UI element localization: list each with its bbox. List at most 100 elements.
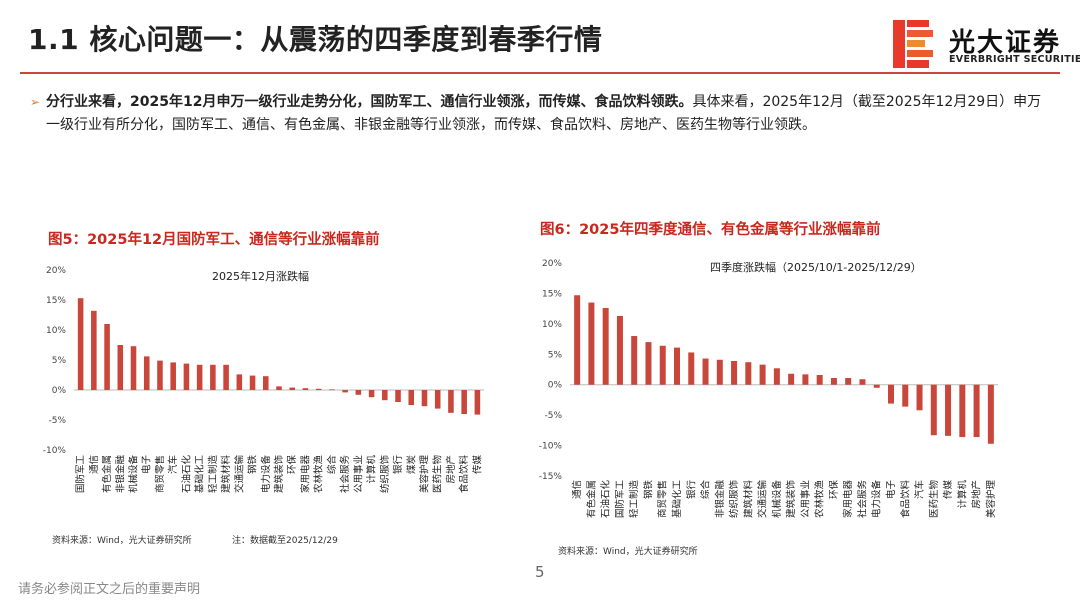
fig5-bar bbox=[91, 310, 97, 390]
fig6-bar bbox=[788, 373, 795, 385]
fig5-bar bbox=[170, 362, 176, 390]
fig6-xtick: 银行 bbox=[685, 480, 697, 500]
fig6-ytick: 5% bbox=[548, 350, 563, 360]
fig5-bar bbox=[434, 390, 441, 409]
fig6-xtick: 通信 bbox=[571, 480, 583, 499]
fig5-xtick: 建筑材料 bbox=[220, 455, 232, 494]
fig5-bar bbox=[143, 356, 150, 390]
fig6-bar bbox=[973, 384, 980, 438]
summary-paragraph: ➢ 分行业来看，2025年12月申万一级行业走势分化，国防军工、通信行业领涨，而… bbox=[30, 91, 1046, 137]
fig5-xtick: 机械设备 bbox=[128, 455, 140, 494]
fig5-xtick: 通信 bbox=[88, 455, 100, 474]
fig6-xtick: 电子 bbox=[885, 480, 897, 500]
fig5-xtick: 电子 bbox=[141, 455, 153, 475]
fig6-xtick: 基础化工 bbox=[671, 480, 683, 519]
fig6-xtick: 非银金融 bbox=[714, 480, 726, 519]
fig5-source: 资料来源：Wind，光大证券研究所 bbox=[52, 536, 192, 546]
fig5-xtick: 电力设备 bbox=[260, 455, 272, 494]
fig5-xtick: 家用电器 bbox=[299, 455, 311, 494]
fig6-xtick: 美容护理 bbox=[985, 480, 997, 519]
fig5-bar bbox=[236, 374, 243, 390]
fig6-ytick: -5% bbox=[544, 411, 562, 421]
fig6-bar bbox=[802, 374, 809, 385]
fig5-bar bbox=[461, 390, 467, 414]
fig6-xtick: 建筑装饰 bbox=[785, 480, 797, 518]
page-title: 1.1 核心问题一：从震荡的四季度到春季行情 bbox=[28, 23, 603, 56]
fig6-bar bbox=[773, 368, 780, 385]
page-number: 5 bbox=[535, 563, 545, 581]
fig6-bar bbox=[674, 347, 680, 385]
fig6-source: 资料来源：Wind，光大证券研究所 bbox=[558, 547, 698, 557]
fig6-bar bbox=[816, 374, 823, 385]
fig5-xtick: 社会服务 bbox=[339, 455, 351, 494]
logo-name-en: EVERBRIGHT SECURITIES bbox=[949, 54, 1080, 65]
fig5-bar bbox=[77, 298, 84, 390]
logo-name-cn: 光大证券 bbox=[949, 28, 1062, 58]
fig6-xtick: 房地产 bbox=[971, 480, 983, 509]
fig6-bar bbox=[645, 342, 652, 385]
fig6-bar bbox=[616, 315, 623, 385]
fig6-bar bbox=[574, 295, 581, 385]
fig5-xtick: 银行 bbox=[392, 455, 404, 475]
fig6-bar bbox=[830, 378, 837, 385]
fig5-xtick: 传媒 bbox=[471, 455, 483, 475]
fig6-xtick: 钢铁 bbox=[642, 480, 654, 500]
fig6-xtick: 综合 bbox=[700, 480, 712, 500]
fig5-ytick: 20% bbox=[46, 266, 66, 276]
fig5-bar bbox=[315, 388, 322, 390]
fig6-bar bbox=[859, 379, 866, 385]
fig6-xtick: 石油石化 bbox=[600, 480, 612, 519]
title-divider bbox=[20, 72, 1060, 74]
fig5-bar bbox=[421, 390, 428, 407]
company-logo: 光大证券 EVERBRIGHT SECURITIES bbox=[893, 20, 1080, 68]
fig5-xtick: 有色金属 bbox=[101, 455, 113, 493]
fig5-chart: 2025年12月涨跌幅 20% 15% 10% 5% 0% -5% -10% 国防军工 通信 有色金… bbox=[43, 266, 484, 494]
fig6-xtick: 有色金属 bbox=[585, 480, 597, 518]
fig5-ytick: -5% bbox=[48, 416, 66, 426]
fig5-ytick: 5% bbox=[52, 356, 67, 366]
fig5-ytick: 15% bbox=[46, 296, 66, 306]
fig6-xtick: 纺织服饰 bbox=[728, 480, 740, 518]
fig5-xtick: 煤炭 bbox=[405, 455, 417, 475]
fig5-xtick: 医药生物 bbox=[432, 455, 444, 494]
fig5-bar bbox=[196, 364, 203, 390]
fig5-note: 注：数据截至2025/12/29 bbox=[232, 536, 338, 546]
fig6-xtick: 传媒 bbox=[942, 480, 954, 500]
bullet-arrow-icon: ➢ bbox=[30, 95, 41, 109]
fig6-title: 四季度涨跌幅（2025/10/1-2025/12/29） bbox=[710, 260, 922, 274]
fig5-bar bbox=[302, 388, 309, 390]
fig6-bar bbox=[731, 360, 738, 385]
fig6-bar bbox=[888, 384, 894, 404]
fig6-bar bbox=[873, 384, 880, 388]
fig5-bar bbox=[329, 389, 335, 391]
fig6-bar bbox=[716, 359, 723, 385]
fig5-ytick: 10% bbox=[46, 326, 66, 336]
fig5-xtick: 基础化工 bbox=[194, 455, 206, 494]
fig5-xtick: 轻工制造 bbox=[207, 455, 219, 494]
fig5-bar bbox=[262, 376, 269, 390]
fig6-ytick: -10% bbox=[539, 442, 563, 452]
fig5-xtick: 汽车 bbox=[167, 455, 179, 474]
fig5-ytick: 0% bbox=[52, 386, 67, 396]
fig6-xtick: 计算机 bbox=[956, 480, 968, 509]
fig6-xtick: 电力设备 bbox=[871, 480, 883, 519]
fig5-xtick: 美容护理 bbox=[418, 455, 430, 494]
fig5-bar bbox=[183, 363, 190, 390]
fig5-title: 图5：2025年12月国防军工、通信等行业涨幅靠前 bbox=[48, 232, 380, 248]
fig5-title: 2025年12月涨跌幅 bbox=[212, 269, 309, 283]
fig6-bar bbox=[745, 362, 752, 385]
fig5-xtick: 计算机 bbox=[366, 455, 378, 484]
summary-text: 具体来看，2025年12月（截至2025年12月29日）申万一级行业有所分化，国… bbox=[46, 94, 1042, 133]
fig5-xtick: 纺织服饰 bbox=[379, 455, 391, 493]
fig5-bar bbox=[289, 387, 296, 390]
fig6-xtick: 农林牧渔 bbox=[814, 480, 826, 519]
fig5-bar bbox=[355, 390, 362, 395]
fig6-bar bbox=[702, 358, 709, 385]
fig6-bar bbox=[945, 384, 952, 436]
fig5-xtick: 综合 bbox=[326, 455, 338, 475]
disclaimer-footer: 请务必参阅正文之后的重要声明 bbox=[18, 582, 201, 597]
fig5-bar bbox=[157, 360, 163, 390]
fig5-bar bbox=[474, 390, 481, 415]
fig6-bar bbox=[916, 384, 923, 411]
fig6-xtick: 公用事业 bbox=[799, 480, 811, 518]
